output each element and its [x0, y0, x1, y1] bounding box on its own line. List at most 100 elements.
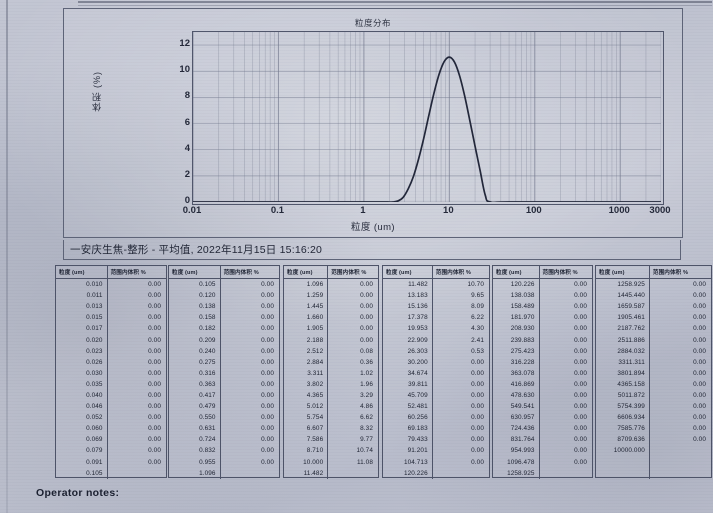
- cell-volume: 0.00: [574, 391, 587, 399]
- cell-volume: 0.00: [261, 292, 274, 300]
- table-row: 0.017 0.00: [56, 323, 166, 334]
- cell-size: 2511.886: [617, 336, 645, 344]
- cell-size: 60.256: [407, 414, 428, 422]
- cell-volume: 0.00: [261, 458, 274, 466]
- cell-volume: 4.30: [471, 325, 484, 333]
- cell-size: 0.275: [199, 358, 216, 366]
- cell-size: 11.482: [303, 469, 324, 477]
- table-row: 158.489 0.00: [493, 301, 592, 312]
- table-row: 2.512 0.08: [284, 346, 378, 357]
- cell-size: 0.015: [86, 314, 103, 322]
- table-row: 0.105 0.00: [169, 279, 279, 290]
- table-row: 0.046 0.00: [56, 401, 166, 412]
- table-column-divider: [538, 279, 540, 479]
- cell-size: 3.802: [306, 380, 324, 388]
- table-row: 91.201 0.00: [383, 445, 489, 456]
- cell-volume: 3.29: [360, 391, 373, 399]
- table-row: 0.105: [56, 468, 166, 479]
- table-row: 26.303 0.53: [383, 346, 489, 357]
- cell-size: 0.417: [199, 391, 216, 399]
- table-header-size: 粒度 (um): [59, 270, 85, 276]
- cell-volume: 0.00: [360, 292, 373, 300]
- table-header-size: 粒度 (um): [287, 270, 313, 276]
- table-row: 0.091 0.00: [56, 457, 166, 468]
- table-row: 2.884 0.36: [284, 357, 378, 368]
- chart-x-axis-ticks: 0.01 0.1 1 10 100 1000 3000: [183, 205, 671, 219]
- table-row: 0.010 0.00: [56, 279, 166, 290]
- table-row: 0.316 0.00: [169, 368, 279, 379]
- cell-volume: 0.00: [574, 458, 587, 466]
- cell-size: 0.724: [199, 436, 216, 444]
- table-row: 7.586 9.77: [284, 434, 378, 445]
- cell-size: 0.040: [86, 391, 103, 399]
- cell-volume: 0.00: [360, 281, 373, 289]
- cell-size: 0.363: [199, 380, 216, 388]
- cell-volume: 1.96: [360, 380, 373, 388]
- cell-size: 2.512: [306, 347, 324, 355]
- table-row: 3801.894 0.00: [596, 368, 711, 379]
- x-axis-tick: 10: [443, 205, 454, 216]
- cell-size: 0.020: [86, 336, 103, 344]
- table-row: 104.713 0.00: [383, 457, 489, 468]
- table-row: 69.183 0.00: [383, 423, 489, 434]
- cell-volume: 0.00: [261, 391, 274, 399]
- cell-volume: 0.00: [693, 403, 706, 411]
- cell-volume: 0.00: [693, 325, 706, 333]
- table-row: 1258.925 0.00: [596, 279, 711, 290]
- cell-size: 0.105: [199, 281, 216, 289]
- cell-volume: 0.00: [471, 425, 484, 433]
- chart-y-axis-label: 体积 (%): [92, 71, 102, 112]
- cell-volume: 0.00: [574, 336, 587, 344]
- cell-size: 4.365: [306, 391, 324, 399]
- cell-volume: 0.00: [148, 403, 161, 411]
- table-column-divider: [431, 279, 433, 479]
- cell-size: 0.105: [86, 469, 103, 477]
- table-row: 239.883 0.00: [493, 334, 592, 345]
- table-row: 549.541 0.00: [493, 401, 592, 412]
- table-row: 3311.311 0.00: [596, 357, 711, 368]
- table-row: 363.078 0.00: [493, 368, 592, 379]
- table-row: 0.040 0.00: [56, 390, 166, 401]
- y-axis-tick: 8: [184, 90, 190, 102]
- table-header-volume: 范围内体积 %: [538, 266, 592, 278]
- table-header-row: 粒度 (um) 范围内体积 %: [493, 266, 592, 279]
- cell-volume: 10.74: [356, 447, 373, 455]
- cell-size: 239.883: [510, 336, 535, 344]
- table-row: 39.811 0.00: [383, 379, 489, 390]
- cell-volume: 9.65: [471, 292, 484, 300]
- table-row: 0.550 0.00: [169, 412, 279, 423]
- table-row: 0.030 0.00: [56, 368, 166, 379]
- table-column-divider: [106, 279, 108, 479]
- cell-size: 91.201: [407, 447, 428, 455]
- cell-size: 1905.461: [617, 314, 645, 322]
- table-row: 5754.399 0.00: [596, 401, 711, 412]
- table-body: 11.482 10.70 13.183 9.65 15.136 8.09 17.378 6.2…: [383, 279, 489, 479]
- cell-size: 45.709: [407, 391, 428, 399]
- cell-volume: 0.00: [261, 369, 274, 377]
- cell-volume: 0.00: [360, 325, 373, 333]
- table-row: 0.052 0.00: [56, 412, 166, 423]
- cell-volume: 0.00: [148, 281, 161, 289]
- cell-volume: 0.00: [261, 403, 274, 411]
- cell-size: 1.259: [306, 292, 324, 300]
- cell-size: 0.046: [86, 403, 103, 411]
- distribution-table: 粒度 (um) 范围内体积 % 0.010 0.00 0.011 0.00 0.013 0.0…: [55, 265, 167, 479]
- cell-volume: 0.00: [148, 391, 161, 399]
- table-row: 181.970 0.00: [493, 312, 592, 323]
- cell-size: 0.120: [199, 292, 216, 300]
- table-row: 1905.461 0.00: [596, 312, 711, 323]
- cell-volume: 8.09: [471, 303, 484, 311]
- cell-volume: 0.08: [360, 347, 373, 355]
- cell-size: 275.423: [510, 347, 535, 355]
- table-header-size: 粒度 (um): [496, 270, 522, 276]
- cell-size: 1258.925: [617, 281, 645, 289]
- cell-size: 1258.925: [507, 469, 535, 477]
- cell-volume: 0.00: [261, 325, 274, 333]
- table-row: 8709.636 0.00: [596, 434, 711, 445]
- y-axis-tick: 2: [184, 168, 190, 180]
- distribution-table: 粒度 (um) 范围内体积 % 0.105 0.00 0.120 0.00 0.138 0.0…: [168, 265, 280, 479]
- table-row: 1.445 0.00: [284, 301, 378, 312]
- cell-volume: 0.00: [693, 358, 706, 366]
- cell-volume: 0.00: [471, 436, 484, 444]
- table-body: 120.226 0.00 138.038 0.00 158.489 0.00 181.970…: [493, 279, 592, 479]
